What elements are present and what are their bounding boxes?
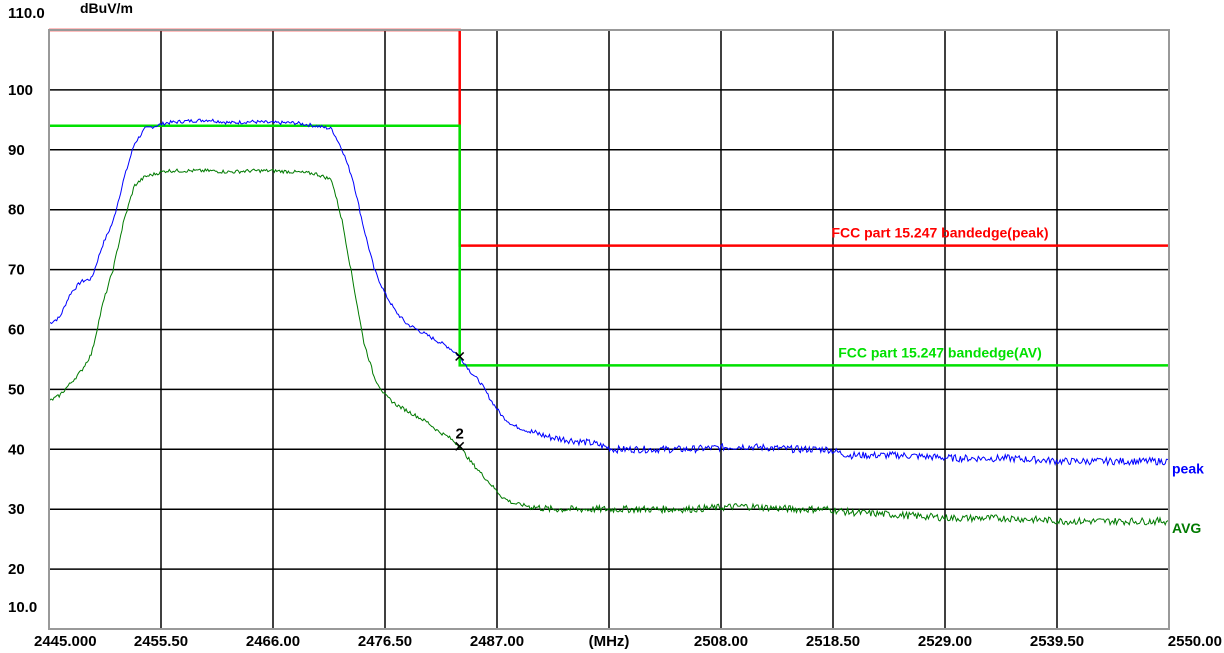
y-tick-label: 10.0 [8,599,37,616]
trace-line [48,167,1170,527]
limit-line [49,124,1169,367]
marker-x [455,441,465,451]
trace-label: peak [1172,460,1204,476]
x-tick-label: 2539.50 [1030,633,1084,650]
x-tick-label: 2508.00 [694,633,748,650]
x-tick-label: 2466.00 [246,633,300,650]
y-tick-label: 100 [8,82,33,99]
marker-label: 2 [455,425,463,442]
markers: 2 [455,351,465,451]
y-tick-label: 60 [8,322,25,339]
y-tick-label: 30 [8,501,25,518]
plot-frame [48,29,1170,630]
y-tick-label: 40 [8,441,25,458]
y-tick-label: 80 [8,202,25,219]
trace-series: peak AVG [48,118,1204,536]
trace-line [48,118,1170,467]
y-tick-label: 90 [8,142,25,159]
y-tick-label: 20 [8,561,25,578]
x-axis-tick-labels: 2445.000 2455.50 2466.00 2476.50 2487.00 (MHz… [34,633,1222,650]
y-tick-label: 110.0 [8,5,45,22]
y-axis-tick-labels: 110.0 100 90 80 70 60 50 40 30 20 10.0 [8,5,45,616]
limit-line-label: FCC part 15.247 bandedge(peak) [831,225,1048,241]
x-tick-label: 2550.00 [1168,633,1222,650]
x-tick-label: 2518.50 [806,633,860,650]
marker-x [455,351,465,361]
limit-line-label: FCC part 15.247 bandedge(AV) [838,344,1042,360]
x-tick-label: 2529.00 [918,633,972,650]
y-tick-label: 70 [8,262,25,279]
x-tick-label: 2487.00 [470,633,524,650]
x-tick-label: 2455.50 [134,633,188,650]
x-tick-label: (MHz) [589,633,630,650]
x-tick-label: 2445.000 [34,633,97,650]
y-tick-label: 50 [8,381,25,398]
y-axis-unit: dBuV/m [80,0,133,16]
x-tick-label: 2476.50 [358,633,412,650]
trace-label: AVG [1172,520,1201,536]
grid [49,30,1169,629]
